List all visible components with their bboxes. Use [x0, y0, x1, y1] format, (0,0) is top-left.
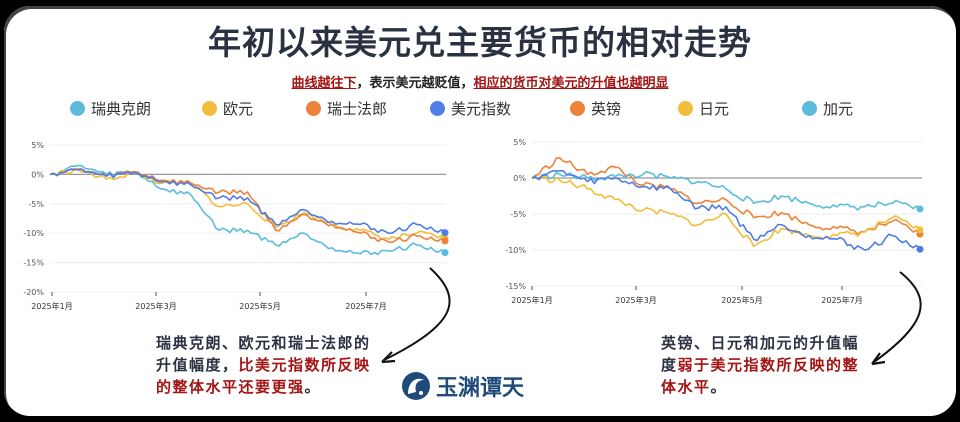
legend-item: 日元 — [678, 98, 729, 119]
x-tick-label: 2025年3月 — [135, 301, 176, 311]
x-tick-label: 2025年1月 — [511, 295, 552, 305]
legend-label: 加元 — [823, 100, 854, 118]
series-line — [49, 167, 446, 241]
y-tick-label: 5% — [31, 141, 44, 150]
series-end-marker — [916, 226, 924, 234]
series-end-marker — [916, 245, 924, 253]
y-tick-label: -10% — [23, 229, 44, 238]
series-line — [531, 169, 921, 251]
left-annotation-highlight: 比美元指数所反映的整体水平还要更强 — [156, 356, 371, 396]
legend: 瑞典克朗 欧元 瑞士法郎 美元指数 英镑 日元 加元 — [70, 98, 890, 122]
right-annotation-plain: 英镑、日元和加元的升值幅度 — [661, 334, 860, 374]
left-annotation-end: 。 — [304, 378, 322, 396]
y-tick-label: -5% — [510, 210, 526, 219]
legend-dot-icon — [306, 101, 321, 116]
right-arrow-icon — [871, 271, 922, 366]
legend-item: 欧元 — [202, 98, 253, 119]
series-end-marker — [441, 229, 449, 237]
y-tick-label: 0% — [513, 174, 526, 183]
y-tick-label: -10% — [505, 246, 526, 255]
legend-label: 日元 — [699, 100, 730, 118]
legend-label: 瑞典克朗 — [91, 100, 152, 118]
y-tick-label: -5% — [28, 200, 44, 209]
legend-dot-icon — [570, 101, 585, 116]
right-annotation: 英镑、日元和加元的升值幅度弱于美元指数所反映的整体水平。 — [661, 332, 861, 398]
legend-dot-icon — [678, 101, 693, 116]
right-annotation-highlight: 弱于美元指数所反映的整体水平 — [661, 356, 860, 396]
subtitle-plain: ，表示美元越贬值， — [356, 76, 474, 91]
y-tick-label: 5% — [513, 138, 526, 147]
page-title: 年初以来美元兑主要货币的相对走势 — [208, 23, 752, 62]
series-end-marker — [916, 205, 924, 213]
series-line — [531, 176, 921, 248]
series-line — [531, 156, 921, 235]
right-line-chart: 5% 0% -5% -10% -15% 2025年1月 2025年3月 2025年5月 2025… — [505, 138, 924, 305]
subtitle-highlight-2: 相应的货币对美元的升值也越明显 — [473, 76, 669, 91]
x-tick-label: 2025年7月 — [821, 295, 862, 305]
x-tick-label: 2025年5月 — [721, 295, 762, 305]
left-line-chart: 5% 0% -5% -10% -15% -20% 2025年1月 2025年3月 2025年5月… — [23, 141, 449, 311]
legend-dot-icon — [802, 101, 817, 116]
logo-wave-icon — [402, 372, 430, 400]
legend-item: 美元指数 — [430, 98, 511, 119]
y-tick-label: -20% — [23, 288, 44, 297]
y-tick-label: -15% — [23, 259, 44, 268]
legend-label: 英镑 — [591, 100, 622, 118]
legend-item: 英镑 — [570, 98, 621, 119]
left-arrow-icon — [381, 267, 451, 364]
left-annotation-plain: 瑞典克朗、欧元和瑞士法郎的升值幅度， — [156, 334, 371, 374]
infographic-card — [4, 6, 956, 416]
legend-dot-icon — [430, 101, 445, 116]
y-tick-label: -15% — [505, 282, 526, 291]
legend-label: 瑞士法郎 — [327, 100, 388, 118]
legend-item: 瑞士法郎 — [306, 98, 387, 119]
x-tick-label: 2025年5月 — [239, 301, 280, 311]
right-annotation-end: 。 — [710, 378, 728, 396]
x-tick-label: 2025年3月 — [615, 295, 656, 305]
series-end-marker — [441, 249, 449, 257]
legend-dot-icon — [70, 101, 85, 116]
series-line — [49, 168, 446, 234]
subtitle-highlight-1: 曲线越往下 — [291, 76, 357, 91]
legend-label: 美元指数 — [451, 100, 512, 118]
legend-dot-icon — [202, 101, 217, 116]
x-tick-label: 2025年7月 — [345, 301, 386, 311]
series-end-marker — [441, 237, 449, 245]
legend-item: 加元 — [802, 98, 853, 119]
legend-label: 欧元 — [223, 100, 254, 118]
legend-item: 瑞典克朗 — [70, 98, 151, 119]
x-tick-label: 2025年1月 — [31, 301, 72, 311]
subtitle: 曲线越往下，表示美元越贬值，相应的货币对美元的升值也越明显 — [0, 72, 960, 91]
y-tick-label: 0% — [31, 170, 44, 179]
logo-text: 玉渊谭天 — [436, 375, 525, 401]
brand-logo: 玉渊谭天 — [402, 370, 524, 402]
left-annotation: 瑞典克朗、欧元和瑞士法郎的升值幅度，比美元指数所反映的整体水平还要更强。 — [156, 332, 376, 398]
